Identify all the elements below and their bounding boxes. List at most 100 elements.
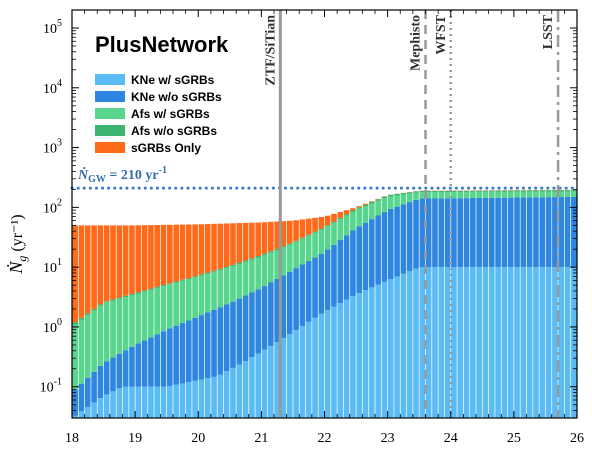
bar-segment-s0-b70 (514, 267, 520, 418)
bar-segment-s3-b25 (230, 264, 236, 267)
bar-segment-s2-b22 (211, 271, 217, 310)
bar-segment-s1-b35 (293, 268, 299, 331)
bar-segment-s2-b15 (167, 284, 173, 329)
bar-segment-s2-b3 (91, 310, 97, 372)
bar-segment-s2-b6 (110, 300, 116, 358)
bar-segment-s1-b48 (375, 215, 381, 285)
bar-segment-s3-b28 (249, 258, 255, 260)
bar-segment-s1-b78 (564, 196, 571, 268)
bar-segment-s2-b39 (318, 229, 325, 254)
bar-segment-s0-b34 (286, 334, 293, 418)
bar-segment-s2-b57 (432, 192, 438, 199)
x-tick-label-5: 23 (381, 431, 395, 446)
x-tick-label-6: 24 (444, 431, 458, 446)
bar-segment-s2-b41 (331, 222, 337, 245)
bar-segment-s3-b17 (179, 279, 186, 281)
bar-segment-s4-b36 (299, 219, 306, 238)
bar-segment-s2-b40 (324, 226, 331, 250)
bar-segment-s2-b21 (204, 273, 211, 313)
bar-segment-s4-b26 (236, 223, 243, 263)
bar-segment-s2-b44 (350, 211, 356, 231)
bar-segment-s2-b9 (129, 295, 135, 347)
bar-segment-s0-b27 (242, 361, 249, 418)
bar-segment-s0-b79 (571, 267, 577, 418)
bar-segment-s4-b18 (185, 224, 192, 278)
bar-segment-s1-b50 (387, 208, 394, 280)
bar-segment-s0-b15 (167, 386, 173, 418)
bar-segment-s0-b68 (501, 267, 508, 418)
bar-segment-s0-b1 (78, 411, 85, 418)
bar-segment-s2-b73 (533, 191, 539, 198)
bar-segment-s0-b74 (539, 267, 546, 418)
bar-segment-s4-b47 (369, 201, 375, 202)
legend-swatch-2 (95, 108, 125, 119)
bar-segment-s2-b31 (268, 252, 274, 283)
bar-segment-s2-b78 (564, 191, 571, 197)
bar-segment-s0-b54 (413, 268, 419, 418)
legend-swatch-1 (95, 91, 125, 102)
y-tick-label-6: 105 (43, 18, 62, 37)
bar-segment-s2-b18 (185, 279, 192, 321)
bar-segment-s4-b43 (343, 210, 350, 215)
bar-segment-s4-b9 (129, 225, 135, 294)
bar-segment-s2-b74 (539, 191, 546, 198)
bar-segment-s0-b11 (141, 386, 148, 418)
bar-segment-s4-b45 (356, 206, 363, 208)
bar-segment-s2-b16 (173, 282, 179, 326)
bar-segment-s2-b72 (526, 191, 533, 198)
bar-segment-s3-b56 (425, 190, 432, 193)
bar-segment-s2-b0 (72, 324, 78, 390)
bar-segment-s1-b55 (419, 198, 426, 268)
bar-segment-s1-b23 (217, 307, 224, 375)
bar-segment-s0-b17 (179, 383, 186, 418)
bar-segment-s0-b26 (236, 364, 243, 418)
bar-segment-s1-b39 (318, 253, 325, 314)
bar-segment-s2-b50 (387, 196, 394, 209)
bar-segment-s1-b28 (249, 292, 255, 358)
bar-segment-s0-b38 (312, 317, 318, 418)
bar-segment-s4-b28 (249, 222, 255, 259)
ticks-group: 18 19 20 21 22 23 24 25 26 10-1 100 101 102 103 104 105 (40, 9, 584, 446)
bar-segment-s0-b61 (457, 267, 464, 418)
bar-segment-s4-b34 (286, 220, 293, 244)
bar-segment-s4-b15 (167, 224, 173, 284)
bar-segment-s2-b68 (501, 191, 508, 198)
bar-segment-s0-b71 (520, 267, 527, 418)
bar-segment-s1-b31 (268, 282, 274, 346)
bar-segment-s2-b4 (97, 305, 104, 366)
bar-segment-s0-b0 (72, 415, 78, 418)
bar-segment-s3-b13 (154, 286, 161, 288)
bar-segment-s1-b9 (129, 346, 135, 387)
bar-segment-s3-b42 (337, 217, 344, 220)
bar-segment-s3-b78 (564, 190, 571, 192)
bar-segment-s0-b30 (261, 349, 268, 418)
bar-segment-s1-b3 (91, 371, 97, 403)
bar-segment-s1-b32 (274, 278, 280, 343)
bar-segment-s4-b42 (337, 211, 344, 218)
bar-segment-s4-b27 (242, 222, 249, 261)
bar-segment-s1-b66 (488, 197, 495, 268)
bar-segment-s1-b33 (280, 275, 287, 339)
y-tick-label-4: 103 (43, 138, 62, 157)
y-tick-label-0: 10-1 (40, 377, 62, 396)
bar-segment-s3-b79 (571, 190, 577, 192)
bar-segment-s1-b76 (552, 197, 558, 268)
bar-segment-s1-b69 (507, 197, 514, 268)
bar-segment-s4-b40 (324, 215, 331, 226)
bar-segment-s3-b39 (318, 228, 325, 230)
bar-segment-s3-b38 (312, 231, 318, 233)
bar-segment-s3-b1 (78, 317, 85, 320)
bar-segment-s2-b59 (444, 191, 451, 199)
bar-segment-s3-b59 (444, 190, 451, 192)
bar-segment-s3-b50 (387, 194, 394, 197)
bar-segment-s0-b37 (305, 321, 312, 418)
bar-segment-s4-b11 (141, 225, 148, 291)
bar-segment-s0-b53 (406, 271, 413, 418)
bar-segment-s4-b8 (122, 225, 129, 296)
bar-segment-s2-b55 (419, 192, 426, 199)
bar-segment-s3-b9 (129, 293, 135, 296)
bar-segment-s3-b68 (501, 190, 508, 192)
bar-segment-s0-b32 (274, 342, 280, 418)
bar-segment-s4-b13 (154, 225, 161, 287)
bar-segment-s3-b45 (356, 207, 363, 209)
